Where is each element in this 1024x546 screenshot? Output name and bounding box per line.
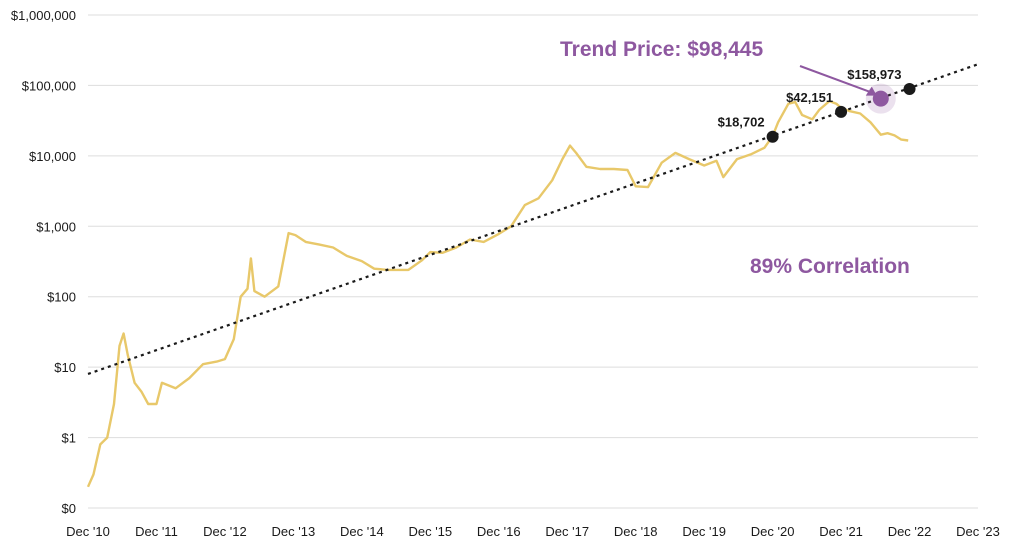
y-tick-label: $1,000,000 (11, 8, 76, 23)
price-line (86, 99, 909, 488)
x-tick-label: Dec '14 (340, 524, 384, 539)
y-tick-label: $1 (62, 431, 76, 446)
trend-price-arrow (799, 65, 873, 94)
y-tick-label: $10,000 (29, 149, 76, 164)
x-tick-label: Dec '19 (682, 524, 726, 539)
trend-line-group (87, 63, 979, 376)
x-tick-label: Dec '10 (66, 524, 110, 539)
y-tick-label: $100 (47, 290, 76, 305)
annotations: Trend Price: $98,445 89% Correlation (560, 38, 910, 278)
x-tick-label: Dec '13 (272, 524, 316, 539)
price-series (86, 99, 909, 488)
trend-price-arrowhead (865, 86, 877, 96)
correlation-label: 89% Correlation (750, 255, 910, 278)
x-tick-label: Dec '15 (408, 524, 452, 539)
x-tick-label: Dec '11 (135, 524, 178, 539)
y-tick-label: $10 (54, 360, 76, 375)
x-tick-label: Dec '22 (888, 524, 932, 539)
y-tick-label: $0 (62, 501, 76, 516)
x-tick-label: Dec '21 (819, 524, 863, 539)
highlight-point-3 (903, 82, 916, 95)
highlight-points: $18,702 $42,151 $158,973 (718, 65, 916, 143)
trend-line (87, 63, 979, 376)
x-tick-label: Dec '17 (545, 524, 589, 539)
x-tick-label: Dec '12 (203, 524, 247, 539)
grid-lines (88, 14, 978, 509)
y-axis-labels: $0 $1 $10 $100 $1,000 $10,000 $100,000 $1,000,0… (11, 8, 76, 516)
highlight-point-1 (835, 105, 848, 118)
point-label-3: $158,973 (847, 67, 901, 82)
x-tick-label: Dec '18 (614, 524, 658, 539)
x-tick-label: Dec '20 (751, 524, 795, 539)
point-label-0: $18,702 (718, 115, 765, 130)
highlight-point-0 (766, 130, 779, 143)
trend-price-point (872, 90, 889, 107)
y-tick-label: $1,000 (36, 219, 76, 234)
y-tick-label: $100,000 (22, 78, 76, 93)
x-tick-label: Dec '16 (477, 524, 521, 539)
x-axis-labels: Dec '10 Dec '11 Dec '12 Dec '13 Dec '14 Dec '… (66, 524, 1000, 539)
point-label-1: $42,151 (786, 90, 833, 105)
x-tick-label: Dec '23 (956, 524, 1000, 539)
trend-price-label: Trend Price: $98,445 (560, 38, 763, 61)
